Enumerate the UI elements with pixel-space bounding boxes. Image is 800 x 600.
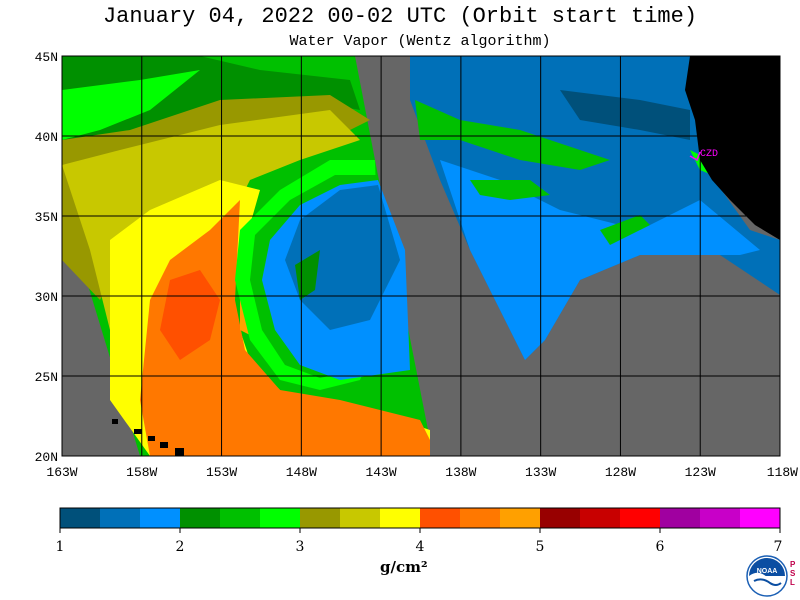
colorbar-swatch [660,508,701,528]
colorbar-unit: g/cm² [380,558,428,576]
hawaii-islands [112,419,184,456]
colorbar-swatch [740,508,781,528]
lon-tick-label: 128W [605,465,636,480]
colorbar-tick-label: 6 [656,539,665,555]
lon-tick-label: 118W [767,465,798,480]
colorbar-tick-label: 5 [536,539,545,555]
colorbar-tick-label: 4 [416,539,425,555]
colorbar-tick-label: 2 [176,539,185,555]
land-mass [685,56,780,240]
psl-logo-text: P S L [790,560,796,587]
lat-tick-label: 20N [35,450,58,465]
colorbar-swatch [380,508,421,528]
swath-data [62,56,780,456]
colorbar-swatch [500,508,541,528]
longitude-labels: 163W 158W 153W 148W 143W 138W 133W 128W 123W 118W [46,465,798,480]
colorbar-swatch [100,508,141,528]
lat-tick-label: 45N [35,50,58,65]
lon-tick-label: 138W [445,465,476,480]
lat-tick-label: 40N [35,130,58,145]
lon-tick-label: 153W [206,465,237,480]
colorbar-swatch [260,508,301,528]
lon-tick-label: 148W [286,465,317,480]
lon-tick-label: 123W [685,465,716,480]
station-marker: CZD [689,149,718,162]
colorbar-swatch [180,508,221,528]
lat-tick-label: 30N [35,290,58,305]
colorbar-swatch [580,508,621,528]
colorbar-swatch [460,508,501,528]
lon-tick-label: 133W [525,465,556,480]
grid [62,56,780,456]
colorbar-swatch [340,508,381,528]
colorbar-swatch [700,508,741,528]
colorbar-swatch [60,508,101,528]
colorbar [59,507,781,529]
colorbar-swatch [220,508,261,528]
colorbar-swatch [300,508,341,528]
station-label: CZD [700,149,718,160]
plot-frame [61,55,781,457]
colorbar-tick-label: 7 [774,539,783,555]
noaa-logo-text: NOAA [757,568,778,575]
colorbar-swatch [420,508,461,528]
map-title: January 04, 2022 00-02 UTC (Orbit start … [102,4,698,29]
map-subtitle: Water Vapor (Wentz algorithm) [289,33,551,50]
colorbar-tick-label: 1 [56,539,65,555]
colorbar-swatch [620,508,661,528]
noaa-logo: NOAA [746,555,788,597]
colorbar-swatch [540,508,581,528]
lat-tick-label: 35N [35,210,58,225]
lon-tick-label: 143W [366,465,397,480]
latitude-labels: 45N 40N 35N 30N 25N 20N [35,50,58,465]
colorbar-swatch [140,508,181,528]
colorbar-tick-labels: 1 2 3 4 5 6 7 [56,528,783,555]
lat-tick-label: 25N [35,370,58,385]
lon-tick-label: 158W [126,465,157,480]
colorbar-tick-label: 3 [296,539,305,555]
lon-tick-label: 163W [46,465,77,480]
